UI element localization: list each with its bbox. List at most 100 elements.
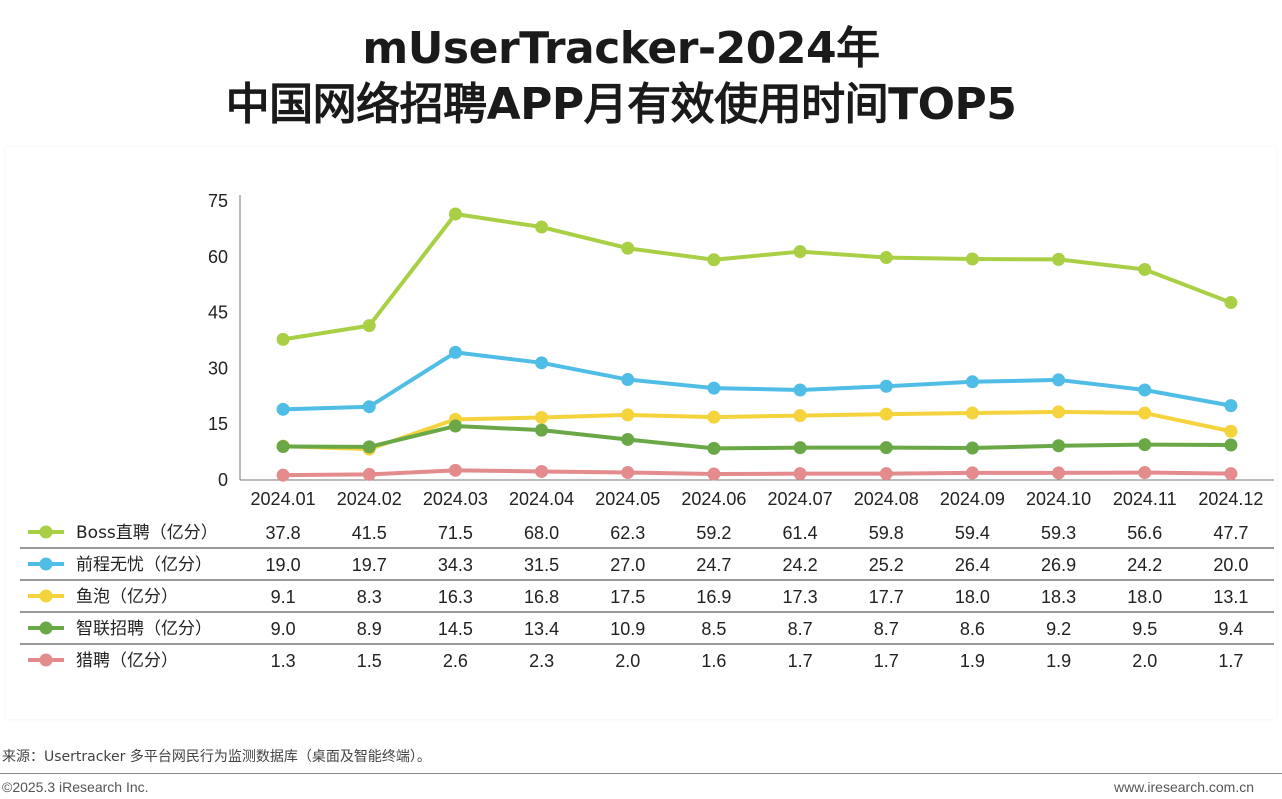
data-point — [448, 463, 462, 477]
data-point — [535, 464, 549, 478]
data-point — [535, 356, 549, 370]
x-tick-label: 2024.10 — [1026, 489, 1091, 509]
data-point — [621, 408, 635, 422]
data-point — [535, 423, 549, 437]
data-label: 59.3 — [1041, 523, 1076, 543]
data-point — [1052, 405, 1066, 419]
series-legend-label: 智联招聘（亿分） — [76, 619, 212, 639]
x-tick-label: 2024.02 — [337, 489, 402, 509]
data-point — [621, 373, 635, 387]
data-point — [1052, 252, 1066, 266]
data-point — [965, 441, 979, 455]
data-point — [535, 220, 549, 234]
data-label: 37.8 — [266, 523, 301, 543]
data-label: 25.2 — [869, 555, 904, 575]
x-tick-label: 2024.08 — [854, 489, 919, 509]
x-tick-label: 2024.09 — [940, 489, 1005, 509]
data-point — [707, 253, 721, 267]
data-point — [707, 410, 721, 424]
data-label: 17.5 — [610, 587, 645, 607]
legend-key-dot — [39, 621, 53, 635]
data-label: 71.5 — [438, 523, 473, 543]
legend-key-dot — [39, 589, 53, 603]
data-label: 1.7 — [788, 651, 813, 671]
chart-title-line2: 中国网络招聘APP月有效使用时间TOP5 — [225, 79, 1017, 130]
data-label: 19.7 — [352, 555, 387, 575]
data-label: 1.9 — [1046, 651, 1071, 671]
y-tick-label: 45 — [208, 303, 228, 323]
data-point — [965, 406, 979, 420]
data-point — [793, 245, 807, 259]
data-label: 13.1 — [1213, 587, 1248, 607]
x-tick-label: 2024.06 — [681, 489, 746, 509]
data-label: 18.0 — [1127, 587, 1162, 607]
website-link[interactable]: www.iresearch.com.cn — [1113, 779, 1254, 795]
data-point — [1052, 373, 1066, 387]
data-label: 9.1 — [271, 587, 296, 607]
data-label: 9.0 — [271, 619, 296, 639]
data-label: 24.2 — [783, 555, 818, 575]
source-note: 来源：Usertracker 多平台网民行为监测数据库（桌面及智能终端）。 — [2, 749, 431, 765]
data-label: 1.5 — [357, 651, 382, 671]
data-point — [621, 241, 635, 255]
data-point — [448, 419, 462, 433]
data-label: 8.5 — [701, 619, 726, 639]
data-label: 10.9 — [610, 619, 645, 639]
data-label: 47.7 — [1213, 523, 1248, 543]
data-label: 26.4 — [955, 555, 990, 575]
data-label: 61.4 — [783, 523, 818, 543]
data-point — [793, 409, 807, 423]
data-point — [879, 467, 893, 481]
data-point — [362, 400, 376, 414]
data-label: 8.7 — [874, 619, 899, 639]
data-point — [1138, 383, 1152, 397]
data-point — [1224, 399, 1238, 413]
series-line — [282, 212, 1232, 342]
data-point — [793, 467, 807, 481]
data-point — [879, 379, 893, 393]
series-line — [283, 409, 1232, 452]
data-point — [965, 466, 979, 480]
data-label: 9.5 — [1132, 619, 1157, 639]
y-tick-label: 30 — [208, 358, 228, 378]
data-point — [879, 441, 893, 455]
y-tick-label: 0 — [218, 470, 228, 490]
data-label: 59.4 — [955, 523, 990, 543]
data-point — [965, 252, 979, 266]
data-label: 59.2 — [696, 523, 731, 543]
data-point — [362, 467, 376, 481]
x-tick-label: 2024.05 — [595, 489, 660, 509]
data-label: 26.9 — [1041, 555, 1076, 575]
data-label: 16.3 — [438, 587, 473, 607]
data-point — [1138, 406, 1152, 420]
legend-key-dot — [39, 557, 53, 571]
data-point — [1224, 438, 1238, 452]
data-point — [879, 251, 893, 265]
data-point — [621, 466, 635, 480]
data-label: 1.7 — [1218, 651, 1243, 671]
data-label: 31.5 — [524, 555, 559, 575]
data-label: 8.9 — [357, 619, 382, 639]
series-legend-label: 猎聘（亿分） — [76, 651, 178, 671]
series-legend-label: 鱼泡（亿分） — [76, 587, 178, 607]
legend-key-dot — [39, 525, 53, 539]
data-label: 8.3 — [357, 587, 382, 607]
y-tick-label: 15 — [208, 414, 228, 434]
data-point — [362, 440, 376, 454]
data-label: 68.0 — [524, 523, 559, 543]
x-tick-label: 2024.11 — [1113, 489, 1177, 509]
data-point — [1224, 467, 1238, 481]
y-tick-label: 60 — [208, 247, 228, 267]
data-point — [276, 402, 290, 416]
data-label: 1.6 — [701, 651, 726, 671]
chart-title-line1: mUserTracker-2024年 — [362, 23, 880, 74]
data-label: 19.0 — [266, 555, 301, 575]
data-label: 14.5 — [438, 619, 473, 639]
data-label: 18.3 — [1041, 587, 1076, 607]
x-tick-label: 2024.07 — [768, 489, 833, 509]
data-label: 24.7 — [696, 555, 731, 575]
series-legend-label: Boss直聘（亿分） — [76, 523, 218, 543]
data-point — [448, 345, 462, 359]
data-label: 62.3 — [610, 523, 645, 543]
data-label: 1.7 — [874, 651, 899, 671]
